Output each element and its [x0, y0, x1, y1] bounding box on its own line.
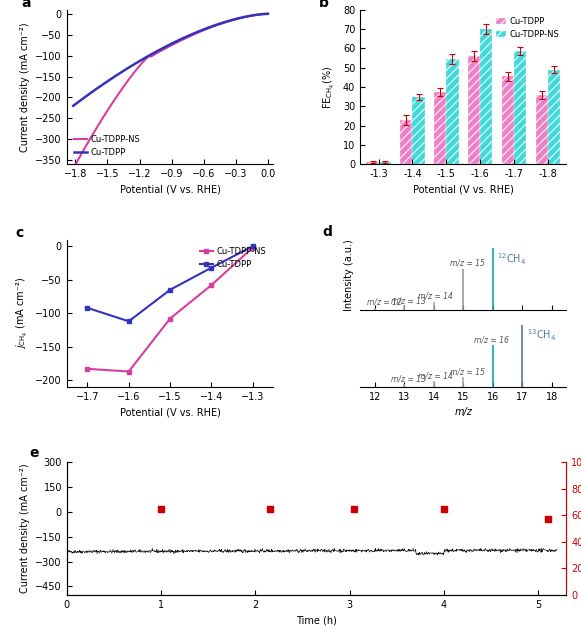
Cu-TDPP-NS	[234, 15, 241, 23]
Bar	[548, 69, 560, 165]
Cu-TDPP-NS	[189, 32, 196, 39]
Text: m/z = 13: m/z = 13	[391, 296, 426, 305]
Bar	[446, 59, 458, 165]
Cu-TDPP-NS	[84, 365, 91, 373]
Bar	[502, 77, 514, 165]
Text: m/z = 14: m/z = 14	[418, 371, 453, 380]
Cu-TDPP-NS	[249, 244, 256, 251]
X-axis label: Potential (V vs. RHE): Potential (V vs. RHE)	[120, 407, 220, 417]
Bar	[480, 29, 492, 165]
Cu-TDPP	[246, 12, 253, 20]
Text: m/z = 13: m/z = 13	[391, 374, 426, 383]
Text: m/z = 15: m/z = 15	[450, 259, 485, 268]
Text: d: d	[323, 225, 333, 239]
Text: m/z = 12: m/z = 12	[367, 298, 402, 307]
Text: $^{13}$CH$_4$: $^{13}$CH$_4$	[526, 327, 556, 343]
Bar	[413, 96, 425, 165]
Y-axis label: Current density (mA cm⁻²): Current density (mA cm⁻²)	[20, 22, 30, 152]
Bar	[400, 120, 413, 165]
Cu-TDPP-NS	[185, 33, 192, 41]
X-axis label: Potential (V vs. RHE): Potential (V vs. RHE)	[413, 185, 514, 195]
Text: m/z = 14: m/z = 14	[418, 291, 453, 300]
Cu-TDPP-NS	[246, 12, 253, 20]
Cu-TDPP	[264, 10, 271, 18]
Bar	[468, 56, 480, 165]
Y-axis label: Current density (mA cm⁻²): Current density (mA cm⁻²)	[20, 464, 30, 593]
X-axis label: m/z: m/z	[454, 407, 472, 417]
Y-axis label: $j_{\mathrm{CH_4}}$ (mA cm⁻²): $j_{\mathrm{CH_4}}$ (mA cm⁻²)	[15, 277, 30, 349]
Legend: Cu-TDPP-NS, Cu-TDPP: Cu-TDPP-NS, Cu-TDPP	[71, 131, 144, 160]
Bar	[514, 51, 526, 165]
Line: Cu-TDPP: Cu-TDPP	[73, 14, 268, 106]
Text: e: e	[30, 446, 39, 460]
Cu-TDPP	[167, 286, 174, 294]
Text: a: a	[21, 0, 31, 10]
Cu-TDPP	[185, 32, 192, 40]
Cu-TDPP	[125, 318, 132, 325]
Text: b: b	[319, 0, 329, 10]
Point	[439, 503, 449, 514]
Cu-TDPP	[208, 264, 215, 271]
Cu-TDPP-NS	[70, 165, 77, 172]
Cu-TDPP-NS	[186, 33, 193, 41]
Cu-TDPP-NS	[167, 315, 174, 323]
Text: c: c	[15, 226, 23, 240]
Cu-TDPP-NS	[208, 281, 215, 289]
Cu-TDPP	[186, 32, 193, 39]
X-axis label: Time (h): Time (h)	[296, 615, 337, 625]
Text: $^{12}$CH$_4$: $^{12}$CH$_4$	[497, 251, 526, 267]
Text: m/z = 15: m/z = 15	[450, 367, 485, 376]
X-axis label: Potential (V vs. RHE): Potential (V vs. RHE)	[120, 185, 220, 195]
Bar	[536, 95, 548, 165]
Cu-TDPP	[70, 102, 77, 110]
Cu-TDPP	[249, 242, 256, 250]
Y-axis label: FE$_{\mathrm{CH_4}}$(%) : FE$_{\mathrm{CH_4}}$(%)	[322, 65, 337, 109]
Line: Cu-TDPP-NS: Cu-TDPP-NS	[85, 245, 255, 374]
Cu-TDPP	[234, 15, 241, 23]
Legend: Cu-TDPP, Cu-TDPP-NS: Cu-TDPP, Cu-TDPP-NS	[493, 14, 562, 42]
Point	[265, 503, 274, 514]
Cu-TDPP	[189, 30, 196, 38]
Bar	[367, 163, 379, 165]
Text: m/z = 16: m/z = 16	[474, 336, 508, 345]
Point	[543, 514, 553, 524]
Y-axis label: Intensity (a.u.): Intensity (a.u.)	[345, 239, 354, 311]
Line: Cu-TDPP-NS: Cu-TDPP-NS	[73, 14, 268, 168]
Bar	[434, 92, 446, 165]
Legend: Cu-TDPP-NS, Cu-TDPP: Cu-TDPP-NS, Cu-TDPP	[197, 244, 269, 273]
Cu-TDPP-NS	[264, 10, 271, 18]
Point	[156, 503, 166, 514]
Point	[350, 503, 359, 514]
Cu-TDPP-NS	[70, 163, 77, 171]
Cu-TDPP	[84, 304, 91, 312]
Line: Cu-TDPP: Cu-TDPP	[85, 244, 255, 323]
Cu-TDPP-NS	[125, 368, 132, 376]
Bar	[379, 163, 391, 165]
Cu-TDPP	[70, 102, 77, 109]
